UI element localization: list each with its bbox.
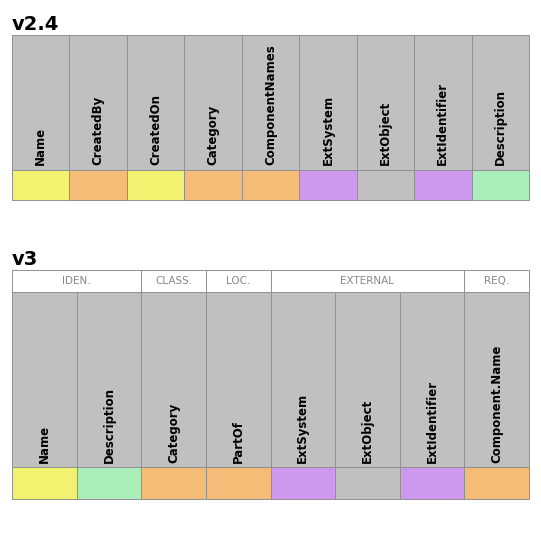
Bar	[141, 270, 206, 292]
Bar	[12, 467, 77, 499]
Bar	[127, 170, 184, 200]
Bar	[472, 35, 529, 170]
Text: ExtObject: ExtObject	[361, 399, 374, 463]
Bar	[335, 467, 400, 499]
Bar	[270, 292, 335, 467]
Bar	[127, 35, 184, 170]
Bar	[400, 467, 464, 499]
Bar	[414, 170, 472, 200]
Text: Category: Category	[207, 105, 220, 165]
Bar	[242, 35, 299, 170]
Bar	[206, 467, 270, 499]
Bar	[141, 467, 206, 499]
Bar	[69, 35, 127, 170]
Text: CLASS.: CLASS.	[155, 276, 192, 286]
Bar	[12, 35, 69, 170]
Bar	[464, 270, 529, 292]
Bar	[464, 467, 529, 499]
Text: Category: Category	[167, 403, 180, 463]
Bar	[141, 292, 206, 467]
Bar	[270, 467, 335, 499]
Bar	[299, 170, 357, 200]
Text: ExtObject: ExtObject	[379, 101, 392, 165]
Text: CreatedOn: CreatedOn	[149, 94, 162, 165]
Bar	[77, 467, 141, 499]
Bar	[472, 170, 529, 200]
Text: IDEN.: IDEN.	[62, 276, 91, 286]
Bar	[184, 170, 242, 200]
Text: Description: Description	[494, 89, 507, 165]
Text: Component.Name: Component.Name	[490, 344, 503, 463]
Text: EXTERNAL: EXTERNAL	[340, 276, 394, 286]
Text: REQ.: REQ.	[484, 276, 509, 286]
Bar	[206, 270, 270, 292]
Text: ExtSystem: ExtSystem	[321, 95, 334, 165]
Bar	[77, 292, 141, 467]
Bar	[299, 35, 357, 170]
Bar	[12, 270, 141, 292]
Text: ComponentNames: ComponentNames	[264, 45, 277, 165]
Bar	[206, 292, 270, 467]
Text: Description: Description	[102, 387, 115, 463]
Text: ExtSystem: ExtSystem	[296, 393, 309, 463]
Text: LOC.: LOC.	[226, 276, 250, 286]
Bar	[270, 270, 464, 292]
Bar	[335, 292, 400, 467]
Text: v2.4: v2.4	[12, 15, 60, 34]
Text: CreatedBy: CreatedBy	[91, 96, 104, 165]
Text: v3: v3	[12, 250, 38, 269]
Text: ExtIdentifier: ExtIdentifier	[426, 380, 439, 463]
Bar	[12, 170, 69, 200]
Bar	[12, 292, 77, 467]
Text: Name: Name	[34, 127, 47, 165]
Bar	[464, 292, 529, 467]
Bar	[69, 170, 127, 200]
Text: ExtIdentifier: ExtIdentifier	[437, 82, 450, 165]
Bar	[414, 35, 472, 170]
Bar	[184, 35, 242, 170]
Bar	[357, 35, 414, 170]
Text: Name: Name	[38, 425, 51, 463]
Bar	[400, 292, 464, 467]
Text: PartOf: PartOf	[232, 420, 245, 463]
Bar	[242, 170, 299, 200]
Bar	[357, 170, 414, 200]
